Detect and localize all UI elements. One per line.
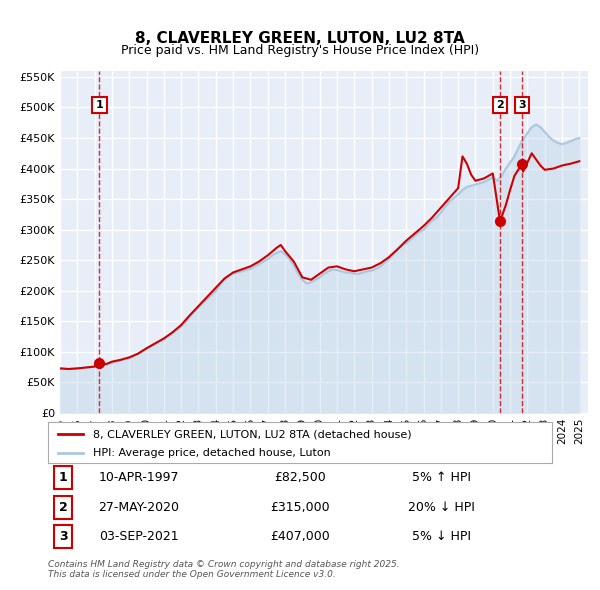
Text: 2: 2 (496, 100, 504, 110)
Text: HPI: Average price, detached house, Luton: HPI: Average price, detached house, Luto… (94, 448, 331, 458)
Text: 03-SEP-2021: 03-SEP-2021 (99, 530, 179, 543)
Text: 5% ↓ HPI: 5% ↓ HPI (412, 530, 470, 543)
Text: 5% ↑ HPI: 5% ↑ HPI (412, 471, 470, 484)
Text: 1: 1 (59, 471, 67, 484)
Text: £82,500: £82,500 (274, 471, 326, 484)
Text: 2: 2 (59, 501, 67, 514)
Text: £407,000: £407,000 (270, 530, 330, 543)
Text: £315,000: £315,000 (270, 501, 330, 514)
Text: 1: 1 (95, 100, 103, 110)
Text: 27-MAY-2020: 27-MAY-2020 (98, 501, 179, 514)
Text: 8, CLAVERLEY GREEN, LUTON, LU2 8TA: 8, CLAVERLEY GREEN, LUTON, LU2 8TA (135, 31, 465, 46)
Text: 3: 3 (59, 530, 67, 543)
Text: 3: 3 (518, 100, 526, 110)
Text: 10-APR-1997: 10-APR-1997 (98, 471, 179, 484)
Text: 20% ↓ HPI: 20% ↓ HPI (407, 501, 475, 514)
Text: Contains HM Land Registry data © Crown copyright and database right 2025.
This d: Contains HM Land Registry data © Crown c… (48, 560, 400, 579)
Text: Price paid vs. HM Land Registry's House Price Index (HPI): Price paid vs. HM Land Registry's House … (121, 44, 479, 57)
Text: 8, CLAVERLEY GREEN, LUTON, LU2 8TA (detached house): 8, CLAVERLEY GREEN, LUTON, LU2 8TA (deta… (94, 430, 412, 439)
